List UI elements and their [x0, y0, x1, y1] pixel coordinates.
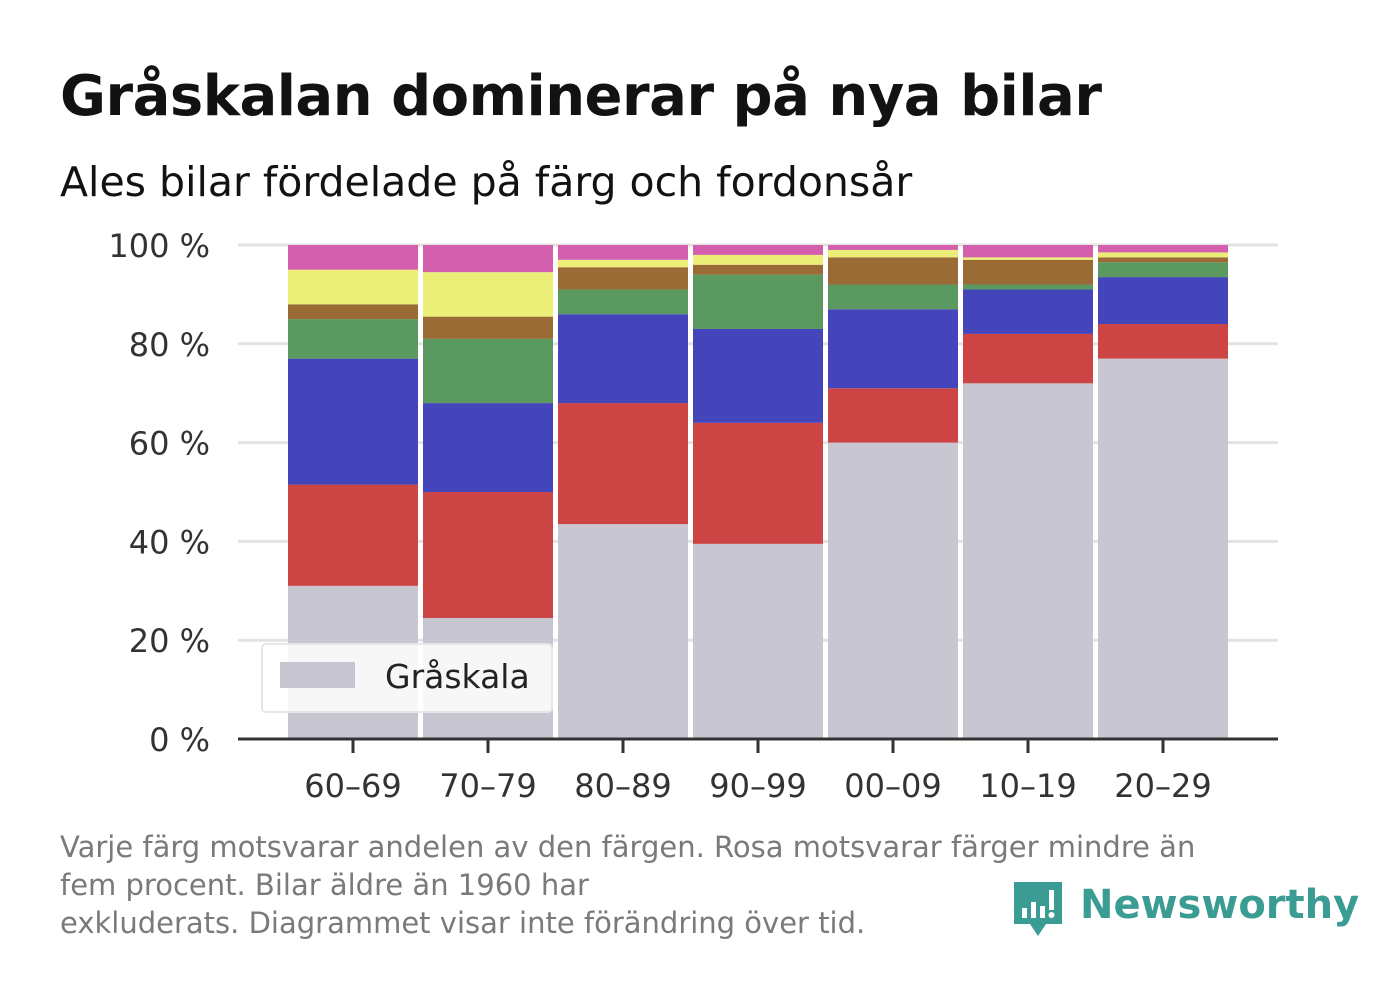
- bar-segment: [963, 383, 1093, 739]
- bar-segment: [693, 274, 823, 329]
- bar-segment: [693, 245, 823, 255]
- bar-segment: [558, 267, 688, 290]
- bar-segment: [828, 257, 958, 285]
- x-tick-label: 60–69: [304, 767, 401, 805]
- footnote-line-1: Varje färg motsvarar andelen av den färg…: [60, 830, 1196, 864]
- bar-segment: [828, 249, 958, 258]
- bar-segment: [693, 422, 823, 544]
- bar-segment: [1098, 324, 1228, 359]
- bar-segment: [558, 245, 688, 260]
- x-tick-label: 80–89: [574, 767, 671, 805]
- footnote: Varje färg motsvarar andelen av den färg…: [60, 828, 1300, 942]
- bar-segment: [1098, 257, 1228, 263]
- bar-segment: [1098, 277, 1228, 325]
- footnote-line-2: fem procent. Bilar äldre än 1960 har: [60, 868, 589, 902]
- x-tick-label: 70–79: [439, 767, 536, 805]
- bar-segment: [423, 272, 553, 317]
- chart-title: Gråskalan dominerar på nya bilar: [60, 64, 1102, 129]
- bar-segment: [828, 245, 958, 250]
- bar-segment: [558, 289, 688, 315]
- x-tick-label: 00–09: [844, 767, 941, 805]
- y-axis: 0 % 20 % 40 % 60 % 80 % 100 %: [108, 227, 210, 759]
- legend-box: [261, 643, 553, 713]
- bar-segment: [693, 328, 823, 423]
- bar-segment: [558, 403, 688, 525]
- bar-segment: [1098, 252, 1228, 258]
- bar-segment: [963, 259, 1093, 285]
- legend-label: Gråskala: [385, 657, 530, 696]
- bar-segment: [693, 254, 823, 265]
- x-tick-label: 10–19: [979, 767, 1076, 805]
- bar-segment: [288, 269, 418, 305]
- newsworthy-logo: Newsworthy: [1012, 878, 1359, 940]
- legend: Gråskala: [261, 643, 553, 713]
- brand-name: Newsworthy: [1080, 882, 1360, 928]
- bar-segment: [963, 333, 1093, 384]
- newsworthy-logo-icon: [1014, 882, 1062, 936]
- bar-segment: [1098, 262, 1228, 278]
- y-tick-label: 60 %: [129, 425, 210, 463]
- bar-segment: [423, 245, 553, 273]
- bar-segment: [423, 492, 553, 618]
- bar-segment: [828, 388, 958, 443]
- x-tick-label: 20–29: [1114, 767, 1211, 805]
- bar-segment: [423, 338, 553, 404]
- bar-segment: [1098, 245, 1228, 253]
- bar-segment: [963, 257, 1093, 260]
- bar-segment: [963, 289, 1093, 334]
- y-tick-label: 0 %: [149, 721, 210, 759]
- bar-segment: [828, 309, 958, 389]
- bar-segment: [288, 245, 418, 270]
- bar-segment: [828, 442, 958, 739]
- bar-segment: [558, 259, 688, 268]
- bar-segment: [963, 284, 1093, 290]
- y-tick-label: 80 %: [129, 326, 210, 364]
- bar-segment: [288, 319, 418, 359]
- bar-segment: [693, 264, 823, 275]
- bar-segment: [423, 316, 553, 339]
- bar-segment: [288, 484, 418, 586]
- bar-segment: [558, 314, 688, 404]
- bar-segment: [1098, 358, 1228, 739]
- legend-swatch: [280, 662, 355, 688]
- y-tick-label: 40 %: [129, 523, 210, 561]
- bar-segment: [963, 245, 1093, 258]
- bar-segment: [828, 284, 958, 310]
- bar-segment: [423, 403, 553, 492]
- x-tick-label: 90–99: [709, 767, 806, 805]
- bar-segment: [288, 358, 418, 485]
- footnote-line-3: exkluderats. Diagrammet visar inte förän…: [60, 906, 866, 940]
- bar-segment: [558, 524, 688, 739]
- bar-segment: [693, 543, 823, 739]
- bar-segment: [288, 304, 418, 320]
- y-tick-label: 20 %: [129, 622, 210, 660]
- chart-subtitle: Ales bilar fördelade på färg och fordons…: [60, 158, 913, 206]
- y-tick-label: 100 %: [108, 227, 210, 265]
- x-axis: 60–69 70–79 80–89 90–99 00–09 10–19 20–29: [238, 737, 1278, 805]
